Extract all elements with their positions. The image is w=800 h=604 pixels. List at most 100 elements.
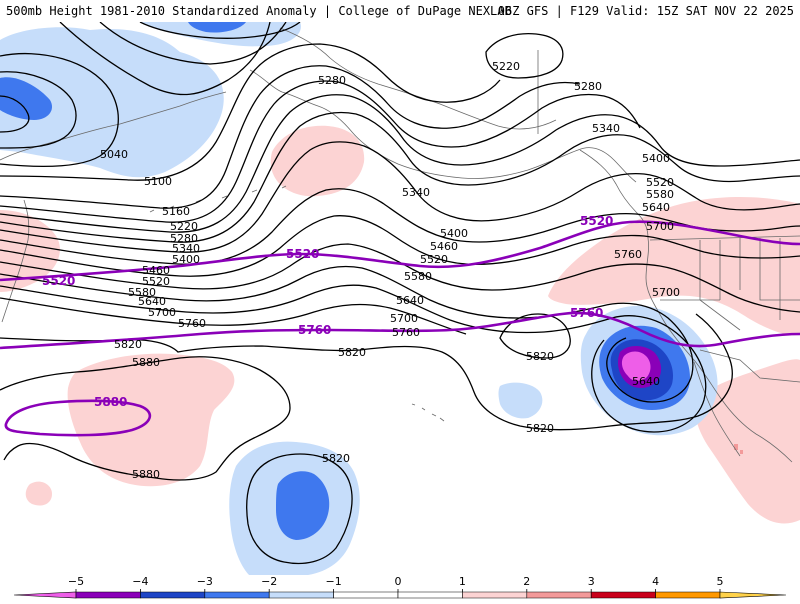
pos2-spot-mexico: [734, 444, 743, 454]
coastline-canada: [579, 149, 649, 239]
neg2-anomaly-south: [276, 471, 330, 540]
label-5760: 5760: [614, 248, 642, 261]
pos1-anomaly-n: [270, 125, 365, 197]
colorbar-tick-label: 4: [652, 575, 660, 588]
contour-5880-highlight: [4, 399, 152, 437]
hawaii-islands: [411, 403, 445, 422]
colorbar-segment: [268, 591, 334, 599]
label-5400-b: 5400: [440, 227, 468, 240]
colorbar-segment: [204, 591, 270, 599]
label-5040: 5040: [100, 148, 128, 161]
contour-5880: [0, 356, 291, 481]
coastline-russia: [0, 91, 227, 161]
colorbar-tick-label: −5: [67, 575, 85, 588]
pos1-anomaly-w: [0, 210, 60, 292]
label-5820-c: 5820: [526, 350, 554, 363]
contour-5820-loop: [499, 313, 571, 359]
label-5340-c: 5340: [172, 242, 200, 255]
label-5700-c: 5700: [390, 312, 418, 325]
state-lines: [660, 238, 800, 331]
label-5700-d: 5700: [148, 306, 176, 319]
height-anomaly-map: 5040 5100 5160 5220 5220 5280 5280 5280 …: [0, 22, 800, 575]
label-5640-b: 5640: [396, 294, 424, 307]
label-5580-c: 5580: [128, 286, 156, 299]
contour-5820-south-loop: [246, 453, 353, 565]
contour-north-top-2: [99, 22, 287, 65]
label-5820-b: 5820: [114, 338, 142, 351]
colorbar-segment: [655, 591, 721, 599]
label-5640: 5640: [642, 201, 670, 214]
colorbar-segment: [140, 591, 206, 599]
height-contours: [0, 22, 800, 565]
contour-5220-closed: [485, 32, 564, 79]
contour-nw-lobe-1: [0, 71, 77, 149]
neg2-anomaly-n: [188, 22, 246, 33]
label-5280: 5280: [318, 74, 346, 87]
label-5760-b: 5760: [392, 326, 420, 339]
colorbar-segment: [75, 591, 141, 599]
label-5700: 5700: [646, 220, 674, 233]
map-title: 500mb Height 1981-2010 Standardized Anom…: [6, 4, 512, 18]
neg1-anomaly-nw: [0, 27, 224, 178]
colorbar-tick-label: 1: [458, 575, 466, 588]
colorbar-tick-label: 2: [523, 575, 531, 588]
colorbar-segment: [590, 591, 656, 599]
label-5580-b: 5580: [404, 270, 432, 283]
contour-5520-black: [0, 215, 800, 277]
map-header: 500mb Height 1981-2010 Standardized Anom…: [0, 0, 800, 22]
label-5100: 5100: [144, 175, 172, 188]
contour-5400: [0, 141, 800, 253]
label-5340: 5340: [592, 122, 620, 135]
contour-5820: [0, 313, 733, 431]
colorbar-tick-label: 5: [716, 575, 724, 588]
highlight-label-5880: 5880: [94, 395, 127, 409]
label-5520-b: 5520: [420, 253, 448, 266]
contour-5220: [0, 80, 641, 223]
highlight-label-5520-c: 5520: [580, 214, 613, 228]
contour-north-top-3: [59, 22, 271, 96]
neg1-anomaly-pacific-sw: [498, 382, 543, 419]
coastline-west-us: [645, 237, 793, 463]
label-5880-b: 5880: [132, 468, 160, 481]
colorbar-tick-label: −1: [325, 575, 342, 588]
colorbar-segment: [719, 591, 787, 599]
contour-5100: [0, 43, 501, 181]
label-5640-d: 5640: [632, 375, 660, 388]
label-5460: 5460: [430, 240, 458, 253]
neg5-anomaly-california: [621, 351, 651, 381]
label-5640-c: 5640: [138, 295, 166, 308]
neg1-anomaly-n: [140, 22, 301, 47]
colorbar-tick-label: −4: [132, 575, 149, 588]
label-5880: 5880: [132, 356, 160, 369]
contour-nw-small: [0, 95, 30, 133]
contour-5280: [0, 94, 800, 233]
model-run-info: 06Z GFS | F129 Valid: 15Z SAT NOV 22 202…: [497, 4, 794, 18]
colorbar-segment: [13, 591, 77, 599]
contour-5760-highlight: [0, 311, 800, 350]
highlight-label-5520-a: 5520: [42, 274, 75, 288]
label-5280-b: 5280: [574, 80, 602, 93]
colorbar-tick-label: −3: [196, 575, 213, 588]
label-5520: 5520: [646, 176, 674, 189]
label-5580: 5580: [646, 188, 674, 201]
contour-5160: [0, 65, 581, 209]
pos1-anomaly-central-pacific: [67, 353, 235, 487]
colorbar-tick-label: 3: [587, 575, 595, 588]
colorbar-tick-label: −2: [261, 575, 278, 588]
label-5400: 5400: [642, 152, 670, 165]
label-5820-d: 5820: [526, 422, 554, 435]
colorbar-strip: [13, 589, 787, 599]
label-5220-closed: 5220: [492, 60, 520, 73]
label-5160: 5160: [162, 205, 190, 218]
contour-5700: [0, 284, 707, 433]
contour-nw-lobe-2: [0, 53, 119, 168]
label-5400-c: 5400: [172, 253, 200, 266]
colorbar-tick-label: 0: [394, 575, 402, 588]
colorbar-segment: [526, 591, 592, 599]
contour-labels: 5040 5100 5160 5220 5220 5280 5280 5280 …: [42, 60, 680, 481]
contour-5520-highlight: [0, 220, 800, 282]
anomaly-colorbar: −5 −4 −3 −2 −1 0 1 2 3 4 5: [0, 575, 800, 600]
label-5340-b: 5340: [402, 186, 430, 199]
highlight-label-5760-b: 5760: [570, 306, 603, 320]
colorbar-segment: [462, 591, 528, 599]
